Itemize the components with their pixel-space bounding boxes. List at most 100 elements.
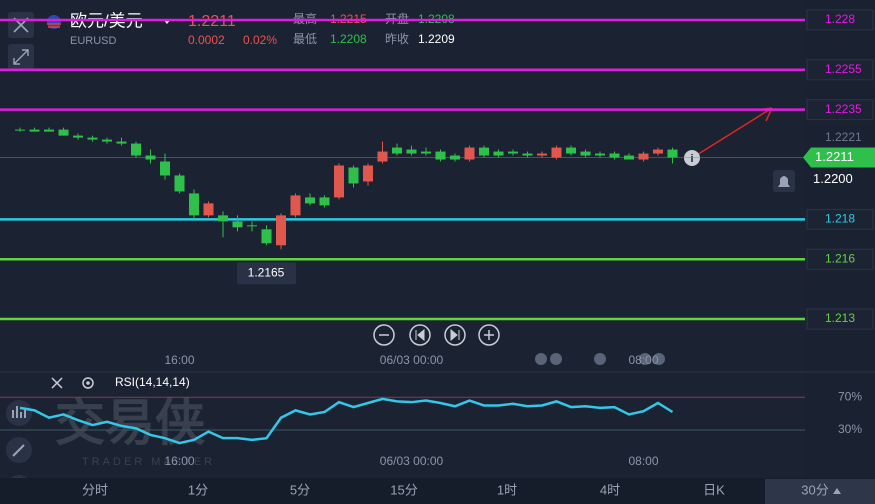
candle-body <box>493 151 504 156</box>
instrument-symbol: EURUSD <box>70 35 117 47</box>
y-tick-label: 30% <box>838 422 862 436</box>
candle-body <box>232 221 243 228</box>
candle-body <box>667 149 678 158</box>
candle-body <box>392 147 402 154</box>
level-label-box <box>806 248 874 270</box>
stat-value: 1.2209 <box>418 32 455 46</box>
candle-body <box>116 141 127 144</box>
scroll-start-button[interactable] <box>409 324 431 346</box>
rsi-settings[interactable] <box>82 377 94 389</box>
level-label-box <box>806 308 874 330</box>
draw-button[interactable] <box>6 437 32 463</box>
candle-body <box>276 215 286 246</box>
level-label: 1.228 <box>825 12 855 26</box>
candle-body <box>508 151 518 154</box>
candle-body <box>609 153 620 158</box>
timeframe-tab[interactable]: 15分 <box>390 482 417 497</box>
timeframe-tab[interactable]: 30分 <box>801 482 828 497</box>
selected-tab-bg <box>765 479 875 504</box>
candle-body <box>537 153 547 156</box>
candle-body <box>58 129 69 136</box>
candle-body <box>653 149 663 154</box>
rsi-close[interactable] <box>51 377 63 389</box>
candle-body <box>203 203 214 216</box>
low-label-box <box>237 262 296 285</box>
watermark-subtitle: TRADER MASTER <box>82 456 215 468</box>
candle-body <box>73 135 83 138</box>
candle-body <box>334 165 344 198</box>
stat-label: 昨收 <box>385 32 409 46</box>
candle-body <box>189 193 199 216</box>
level-label-box <box>806 59 874 81</box>
candle-body <box>580 151 591 156</box>
candle-body <box>44 129 54 132</box>
candle-body <box>87 137 98 140</box>
timeframe-tab[interactable]: 分时 <box>82 482 108 497</box>
x-tick-label: 16:00 <box>164 353 194 367</box>
stat-label: 最低 <box>293 32 317 46</box>
x-tick-label: 08:00 <box>628 454 658 468</box>
candle-body <box>421 151 431 154</box>
header-change: 0.0002 <box>188 33 225 47</box>
indicator-title: RSI(14,14,14) <box>115 375 190 389</box>
level-label-box <box>806 9 874 31</box>
level-label-box <box>806 99 874 121</box>
rsi-line <box>19 397 674 445</box>
candle-body <box>102 139 112 142</box>
alert-price-label[interactable]: 1.2200 <box>813 171 853 186</box>
level-label-box <box>806 208 874 230</box>
alert-bell[interactable] <box>773 170 795 192</box>
candle-body <box>638 153 649 160</box>
candle-body <box>319 197 330 206</box>
candle-body <box>595 153 605 156</box>
level-label: 1.2235 <box>825 102 862 116</box>
candle-body <box>261 229 272 244</box>
svg-text:i: i <box>690 153 693 165</box>
candle-body <box>174 175 185 192</box>
timeframe-tab[interactable]: 1分 <box>188 482 208 497</box>
zoom-out-button[interactable] <box>373 324 395 346</box>
candle-body <box>406 149 417 154</box>
candle-body <box>551 147 562 158</box>
candle-body <box>15 129 25 131</box>
level-label: 1.2255 <box>825 62 862 76</box>
stat-label: 开盘 <box>385 11 409 26</box>
level-label: 1.213 <box>825 311 855 325</box>
candle-body <box>305 197 315 204</box>
zoom-in-button[interactable] <box>478 324 500 346</box>
last-price-tag <box>803 147 875 168</box>
event-dots[interactable] <box>535 353 665 365</box>
timeframe-tab[interactable]: 日K <box>703 482 725 497</box>
candle-body <box>624 155 634 160</box>
candle-body <box>435 151 446 160</box>
info-icon[interactable]: i <box>684 150 700 166</box>
header-change-percent: 0.02% <box>243 33 277 47</box>
timeframe-tab[interactable]: 4时 <box>600 482 620 497</box>
close-button[interactable] <box>8 12 34 38</box>
candle-body <box>160 161 170 176</box>
candle-body <box>522 153 533 156</box>
candle-body <box>145 155 156 160</box>
indicator-button[interactable] <box>6 400 32 426</box>
timeframe-tab[interactable]: 5分 <box>290 482 310 497</box>
scroll-end-button[interactable] <box>444 324 466 346</box>
candle-body <box>566 147 576 154</box>
candle-body <box>29 129 40 132</box>
x-tick-label: 08:00 <box>628 353 658 367</box>
low-label: 1.2165 <box>248 265 285 279</box>
candle-body <box>218 215 228 222</box>
x-tick-label: 06/03 00:00 <box>380 454 444 468</box>
candle-body <box>247 225 257 227</box>
stat-label: 最高 <box>293 11 317 26</box>
tab-arrow[interactable] <box>833 488 841 494</box>
timeframe-tab[interactable]: 1时 <box>497 482 517 497</box>
flag-icon <box>47 15 61 29</box>
candle-body <box>290 195 301 216</box>
shrink-button[interactable] <box>8 44 34 70</box>
y-tick-label: 1.2221 <box>825 130 862 144</box>
candle-body <box>131 143 141 156</box>
candle-body <box>377 151 388 162</box>
y-tick-label: 70% <box>838 389 862 403</box>
